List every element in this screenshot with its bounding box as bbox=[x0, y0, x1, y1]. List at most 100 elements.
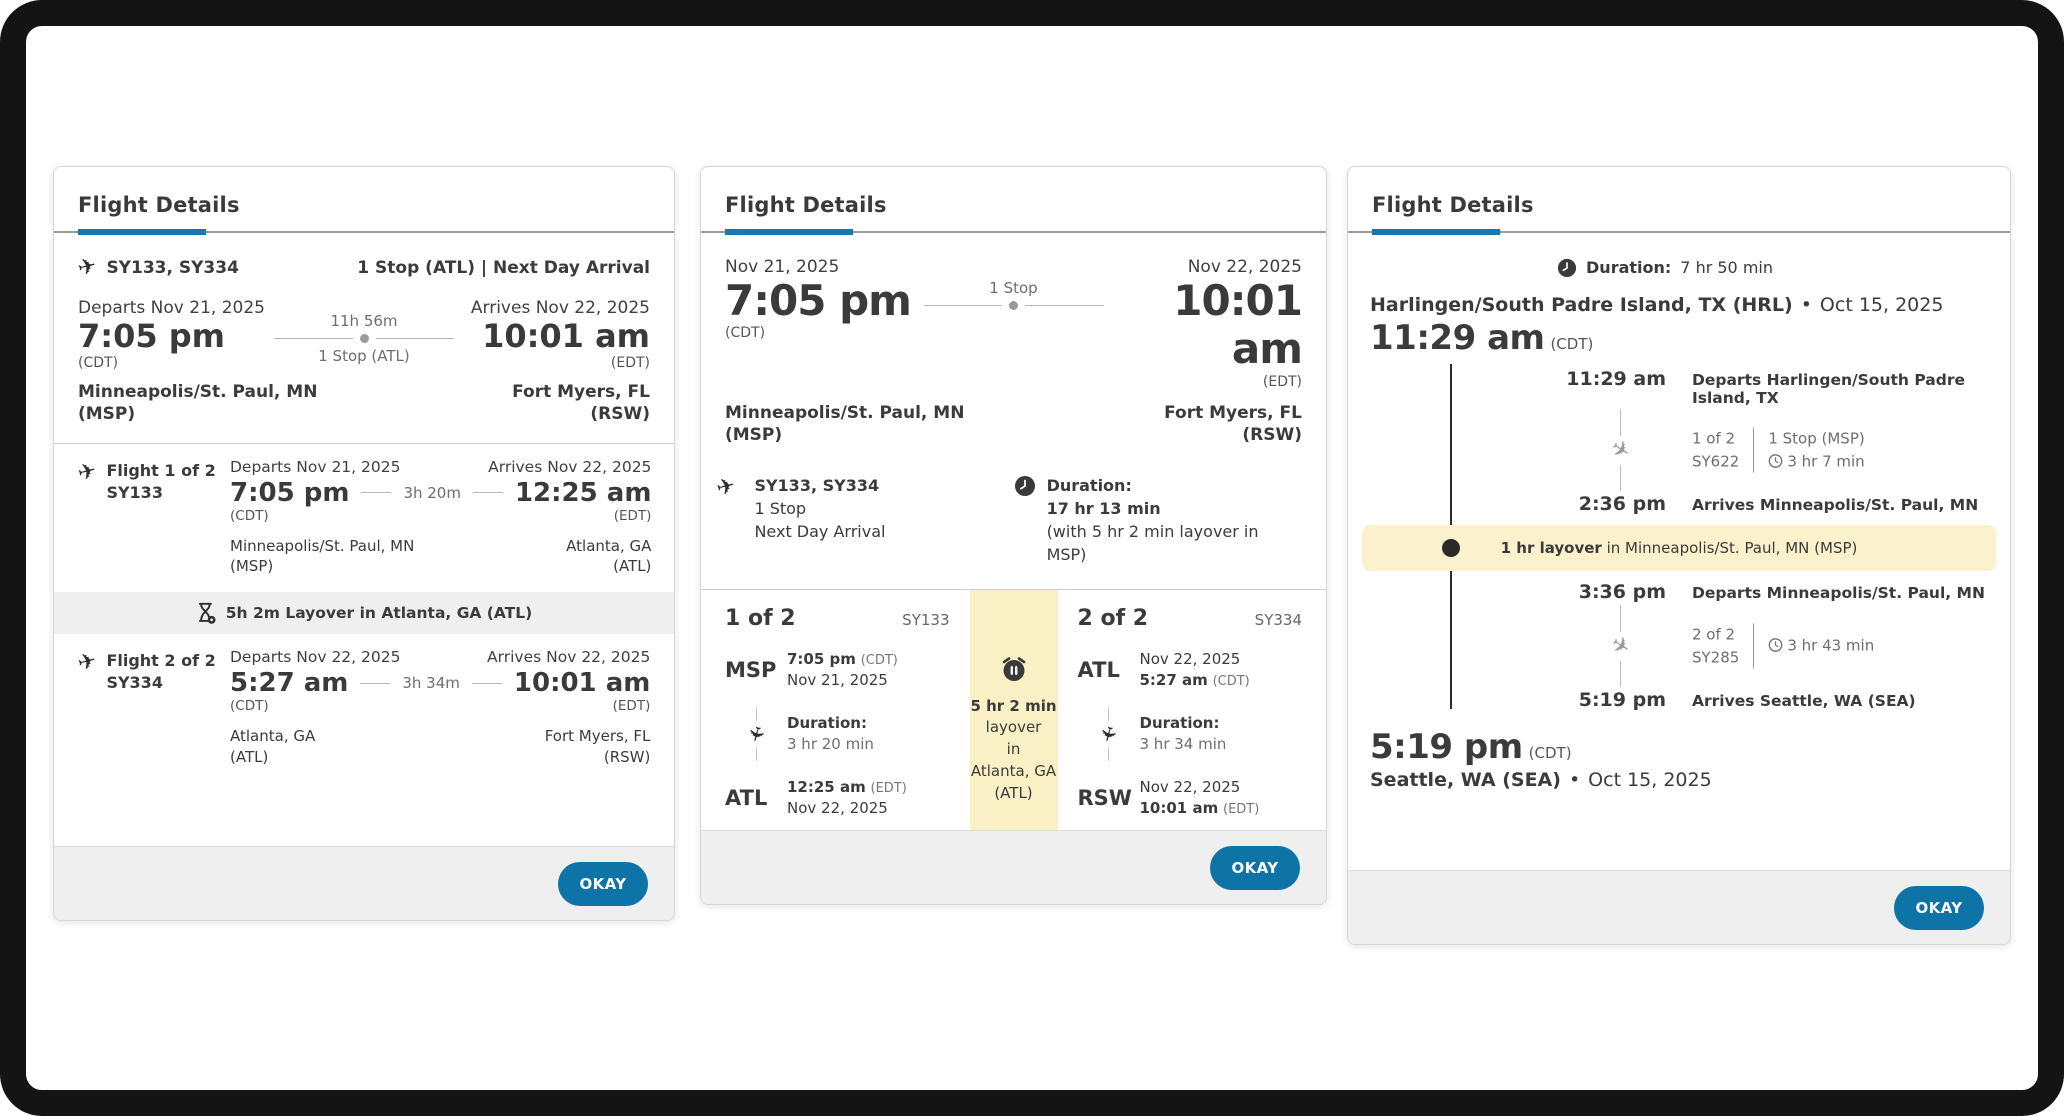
modal-footer: OKAY bbox=[54, 846, 674, 920]
page-title: Flight Details bbox=[78, 193, 240, 217]
next-day-label: Next Day Arrival bbox=[754, 522, 886, 542]
depart-date: Departs Nov 21, 2025 bbox=[78, 298, 265, 318]
segment-arrive-tz: (EDT) bbox=[613, 507, 652, 524]
segment-duration: 3h 20m bbox=[403, 483, 461, 502]
segment-number: SY334 bbox=[106, 673, 163, 693]
plane-connector: ✈ bbox=[725, 706, 787, 761]
hourglass-icon bbox=[198, 603, 216, 625]
arrive-time: 5:19 pm bbox=[1370, 727, 1523, 767]
timeline: 11:29 am Departs Harlingen/South Padre I… bbox=[1348, 364, 2010, 711]
depart-timezone: (CDT) bbox=[725, 325, 766, 342]
cities-row: Minneapolis/St. Paul, MN (MSP) Fort Myers… bbox=[54, 371, 674, 443]
divider bbox=[54, 231, 674, 233]
segment-duration: 3 hr 43 min bbox=[1787, 636, 1875, 655]
okay-button[interactable]: OKAY bbox=[1894, 885, 1984, 930]
duration-value: 17 hr 13 min bbox=[1046, 498, 1161, 518]
leg-depart-time: 7:05 pm bbox=[787, 649, 856, 668]
divider bbox=[701, 231, 1326, 233]
segment-dest-city: Fort Myers, FL bbox=[544, 727, 651, 746]
layover-duration: 1 hr layover bbox=[1500, 539, 1602, 557]
segment-duration: 3 hr 7 min bbox=[1787, 452, 1865, 470]
header-separator bbox=[1348, 229, 2010, 235]
card-header: Flight Details bbox=[701, 167, 1326, 235]
okay-button[interactable]: OKAY bbox=[1210, 845, 1300, 890]
leg-header: 2 of 2 bbox=[1077, 605, 1149, 631]
bullet: • bbox=[1800, 294, 1812, 316]
depart-time: 11:29 am bbox=[1370, 318, 1545, 358]
segment-origin-code: (MSP) bbox=[230, 557, 274, 576]
timeline-segment: ✈ 2 of 2 SY285 3 hr 43 min bbox=[1348, 603, 2010, 689]
leg-number: SY334 bbox=[1254, 610, 1302, 629]
timeline-segment: ✈ 1 of 2 SY622 1 Stop (MSP) 3 hr 7 min bbox=[1348, 407, 2010, 493]
stop-next-day-label: 1 Stop (ATL) | Next Day Arrival bbox=[357, 257, 650, 278]
clock-icon bbox=[1014, 475, 1035, 496]
legs-table: 1 of 2 SY133 MSP 7:05 pm (CDT) Nov 21, 2… bbox=[701, 589, 1326, 866]
leg-depart-date: Nov 21, 2025 bbox=[787, 670, 888, 689]
origin-city: Minneapolis/St. Paul, MN bbox=[78, 381, 318, 402]
flight-numbers-row: ✈ SY133, SY334 1 Stop (ATL) | Next Day A… bbox=[54, 235, 674, 282]
airplane-icon: ✈ bbox=[742, 722, 770, 745]
segment-depart-date: Departs Nov 21, 2025 bbox=[230, 457, 401, 476]
leg-depart-tz: (CDT) bbox=[860, 652, 898, 668]
card-header: Flight Details bbox=[1348, 167, 2010, 235]
layover-duration: 5 hr 2 min bbox=[970, 696, 1057, 715]
timeline-event: 3:36 pm Departs Minneapolis/St. Paul, MN bbox=[1348, 581, 2010, 603]
leg-duration-value: 3 hr 20 min bbox=[787, 734, 874, 753]
depart-time: 7:05 pm bbox=[78, 317, 225, 355]
arrive-timezone: (EDT) bbox=[1262, 373, 1302, 390]
duration-label: Duration: bbox=[1586, 258, 1672, 277]
leg-depart-tz: (CDT) bbox=[1212, 673, 1250, 689]
airplane-icon: ✈ bbox=[1094, 722, 1123, 745]
active-tab-underline bbox=[78, 229, 206, 235]
segment-depart-time: 7:05 pm bbox=[230, 477, 350, 508]
origin-airport-code: MSP bbox=[725, 657, 777, 682]
origin-airport-code: ATL bbox=[1077, 657, 1120, 682]
segment-depart-date: Departs Nov 22, 2025 bbox=[230, 648, 401, 667]
layover-text: 5h 2m Layover in Atlanta, GA (ATL) bbox=[225, 604, 533, 623]
dest-city: Fort Myers, FL bbox=[512, 381, 650, 402]
airplane-icon: ✈ bbox=[1605, 434, 1635, 466]
modal-footer: OKAY bbox=[1348, 870, 2010, 944]
header-separator bbox=[54, 229, 674, 235]
timeline-event: 2:36 pm Arrives Minneapolis/St. Paul, MN bbox=[1348, 493, 2010, 515]
dest-airport-code: ATL bbox=[725, 785, 768, 810]
segment-position: 1 of 2 bbox=[1692, 429, 1736, 448]
itinerary-summary: Nov 21, 2025 7:05 pm (CDT) 1 Stop Nov 22… bbox=[701, 235, 1326, 390]
arrive-date: Arrives Nov 22, 2025 bbox=[470, 298, 650, 318]
duration-label: Duration: bbox=[1046, 475, 1132, 495]
flight-details-modal-2: Flight Details Nov 21, 2025 7:05 pm (CDT… bbox=[700, 166, 1327, 905]
segment-duration: 3h 34m bbox=[402, 674, 460, 693]
dest-city: Seattle, WA (SEA) bbox=[1370, 769, 1561, 791]
airplane-icon: ✈ bbox=[714, 472, 738, 502]
flight-details-modal-1: Flight Details ✈ SY133, SY334 1 Stop (AT… bbox=[53, 166, 675, 921]
page-title: Flight Details bbox=[725, 193, 887, 217]
origin-code: (MSP) bbox=[725, 424, 783, 445]
stop-label: 1 Stop (ATL) bbox=[318, 347, 410, 365]
okay-button[interactable]: OKAY bbox=[558, 861, 648, 906]
segment-dest-code: (RSW) bbox=[603, 747, 651, 766]
itinerary-summary: Departs Nov 21, 2025 7:05 pm (CDT) 11h 5… bbox=[54, 280, 674, 371]
clock-icon bbox=[1768, 638, 1783, 653]
origin-city: Harlingen/South Padre Island, TX (HRL) bbox=[1370, 294, 1793, 316]
leg-arrive-time: 10:01 am bbox=[1139, 798, 1219, 817]
leg-depart-time: 5:27 am bbox=[1139, 670, 1208, 689]
leg-duration-label: Duration: bbox=[1139, 713, 1220, 732]
event-time: 3:36 pm bbox=[1578, 581, 1666, 603]
total-duration-row: Duration: 7 hr 50 min bbox=[1348, 235, 1996, 278]
layover-dot bbox=[1442, 539, 1460, 557]
segment-depart-time: 5:27 am bbox=[230, 668, 349, 699]
leg-duration-label: Duration: bbox=[787, 713, 867, 732]
segment-row-2: ✈ Flight 2 of 2 SY334 Departs Nov 22, 202… bbox=[54, 634, 674, 783]
stops-label: 1 Stop bbox=[754, 498, 807, 518]
event-text: Departs Minneapolis/St. Paul, MN bbox=[1692, 584, 1985, 602]
leg-number: SY133 bbox=[902, 610, 950, 629]
segment-origin-city: Minneapolis/St. Paul, MN bbox=[230, 536, 415, 555]
bullet: • bbox=[1568, 769, 1581, 791]
arrive-time: 10:01 am bbox=[1173, 276, 1303, 374]
leg-duration-value: 3 hr 34 min bbox=[1139, 734, 1227, 753]
event-text: Departs Harlingen/South Padre Island, TX bbox=[1692, 371, 1965, 407]
flight-numbers: SY133, SY334 bbox=[106, 257, 239, 278]
layover-column: 5 hr 2 min layover in Atlanta, GA (ATL) bbox=[969, 589, 1058, 866]
stop-dot bbox=[359, 334, 369, 343]
leg-1: 1 of 2 SY133 MSP 7:05 pm (CDT) Nov 21, 2… bbox=[701, 590, 970, 866]
